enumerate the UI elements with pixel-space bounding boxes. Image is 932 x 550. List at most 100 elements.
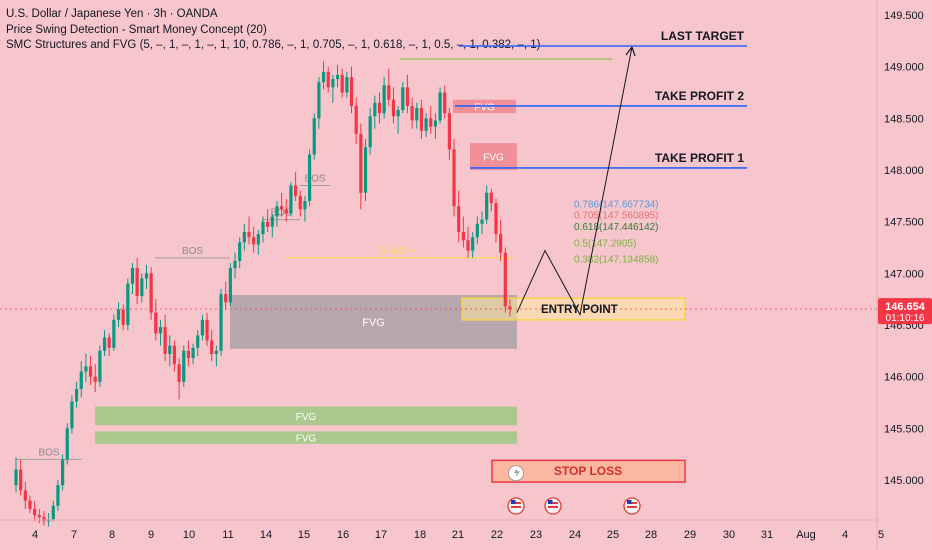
- candle-body-76: [368, 116, 372, 148]
- x-tick-label-20: Aug: [796, 529, 816, 541]
- us-flag-icon-stripe-a-0: [511, 502, 521, 504]
- candle-body-63: [307, 154, 312, 201]
- bos-label-1: BOS: [38, 447, 59, 458]
- candle-body-96: [461, 232, 465, 241]
- bos-label-2: BOS: [182, 246, 203, 257]
- candle-body-91: [438, 92, 442, 121]
- candle-body-35: [177, 364, 181, 382]
- candle-body-9: [56, 485, 60, 506]
- projection-path: [516, 46, 633, 317]
- candle-body-42: [210, 340, 214, 354]
- candle-body-88: [424, 118, 428, 131]
- candle-body-77: [373, 102, 377, 117]
- candle-body-22: [116, 309, 121, 320]
- candle-body-10: [61, 459, 65, 486]
- candle-body-98: [471, 237, 475, 251]
- legend-indicator-swing[interactable]: Price Swing Detection - Smart Money Conc…: [6, 23, 267, 36]
- candle-body-66: [321, 71, 326, 83]
- candle-body-95: [457, 206, 461, 232]
- candle-body-2: [23, 490, 27, 501]
- bos-label-4: BOS: [304, 174, 325, 185]
- candle-body-94: [452, 149, 456, 207]
- candle-body-78: [377, 102, 382, 114]
- candle-body-54: [266, 221, 270, 227]
- candle-body-84: [405, 87, 410, 106]
- candle-body-89: [429, 118, 433, 127]
- candle-body-49: [242, 232, 246, 243]
- y-tick-label-6: 148.000: [884, 165, 924, 177]
- legend-symbol[interactable]: U.S. Dollar / Japanese Yen · 3h · OANDA: [6, 8, 218, 20]
- candle-body-82: [396, 110, 400, 117]
- candle-body-46: [228, 268, 232, 303]
- stop-loss-label-6: STOP LOSS: [554, 464, 622, 478]
- candle-body-31: [158, 327, 163, 334]
- candle-body-37: [186, 350, 191, 359]
- candle-body-106: [508, 306, 512, 310]
- candle-body-83: [401, 87, 405, 111]
- y-tick-label-2: 146.000: [884, 372, 924, 384]
- candle-body-38: [191, 347, 195, 359]
- candle-body-87: [419, 108, 424, 131]
- fvg-zone-2: [470, 143, 517, 170]
- x-tick-label-14: 24: [569, 529, 581, 541]
- x-tick-label-16: 28: [645, 529, 657, 541]
- y-tick-label-9: 149.500: [884, 10, 924, 22]
- x-tick-label-21: 4: [842, 529, 848, 541]
- candle-body-69: [335, 74, 340, 80]
- candle-body-33: [168, 345, 172, 354]
- candle-body-50: [247, 232, 251, 238]
- candle-body-12: [70, 401, 74, 429]
- candle-body-26: [135, 268, 139, 297]
- candle-body-70: [340, 74, 344, 93]
- x-tick-label-6: 14: [260, 529, 272, 541]
- fvg-zone-3: [95, 406, 517, 426]
- x-tick-label-18: 30: [723, 529, 735, 541]
- candle-body-6: [42, 517, 46, 522]
- candle-body-28: [144, 273, 149, 279]
- legend-indicator-smc[interactable]: SMC Structures and FVG (5, –, 1, –, 1, –…: [6, 39, 541, 51]
- y-tick-label-0: 145.000: [884, 475, 924, 487]
- candle-body-29: [149, 273, 153, 313]
- candle-body-59: [289, 185, 293, 214]
- x-tick-label-17: 29: [684, 529, 696, 541]
- us-flag-icon-stripe-a-2: [627, 502, 637, 504]
- us-flag-icon-stripe-b-1: [548, 506, 558, 508]
- candle-body-97: [466, 240, 470, 251]
- candle-body-8: [51, 505, 55, 520]
- candle-body-74: [359, 133, 363, 193]
- last-target-label: LAST TARGET: [661, 29, 745, 43]
- candle-body-18: [98, 350, 102, 382]
- current-price-value: 146.654: [885, 301, 926, 313]
- candle-body-25: [130, 268, 135, 284]
- candle-body-80: [387, 85, 391, 100]
- take-profit-2-label: TAKE PROFIT 2: [655, 89, 744, 103]
- candle-body-23: [121, 309, 125, 325]
- candle-body-45: [224, 294, 228, 303]
- x-tick-label-13: 23: [530, 529, 542, 541]
- candle-body-86: [415, 108, 419, 121]
- choch-label: CHoCH: [379, 246, 413, 257]
- fvg-label-3: FVG: [296, 412, 317, 423]
- bar-countdown: 01:10:16: [886, 313, 925, 324]
- x-tick-label-8: 16: [337, 529, 349, 541]
- x-tick-label-7: 15: [298, 529, 310, 541]
- candle-body-30: [154, 312, 158, 334]
- candle-body-14: [79, 371, 83, 390]
- candle-body-81: [391, 99, 396, 117]
- candle-body-1: [19, 469, 23, 491]
- us-flag-icon-stripe-b-0: [511, 506, 521, 508]
- candle-body-72: [349, 77, 354, 106]
- fvg-label-0: FVG: [362, 317, 385, 329]
- flash-icon-bolt: [514, 468, 520, 479]
- candle-body-92: [443, 92, 447, 114]
- x-tick-label-4: 10: [183, 529, 195, 541]
- candle-body-101: [485, 192, 489, 220]
- candle-body-27: [140, 278, 144, 297]
- candle-body-5: [37, 515, 41, 518]
- fvg-label-1: FVG: [474, 102, 495, 113]
- candle-body-15: [84, 366, 88, 372]
- candle-body-47: [233, 260, 237, 269]
- candle-body-102: [489, 192, 493, 204]
- candle-body-19: [102, 337, 107, 351]
